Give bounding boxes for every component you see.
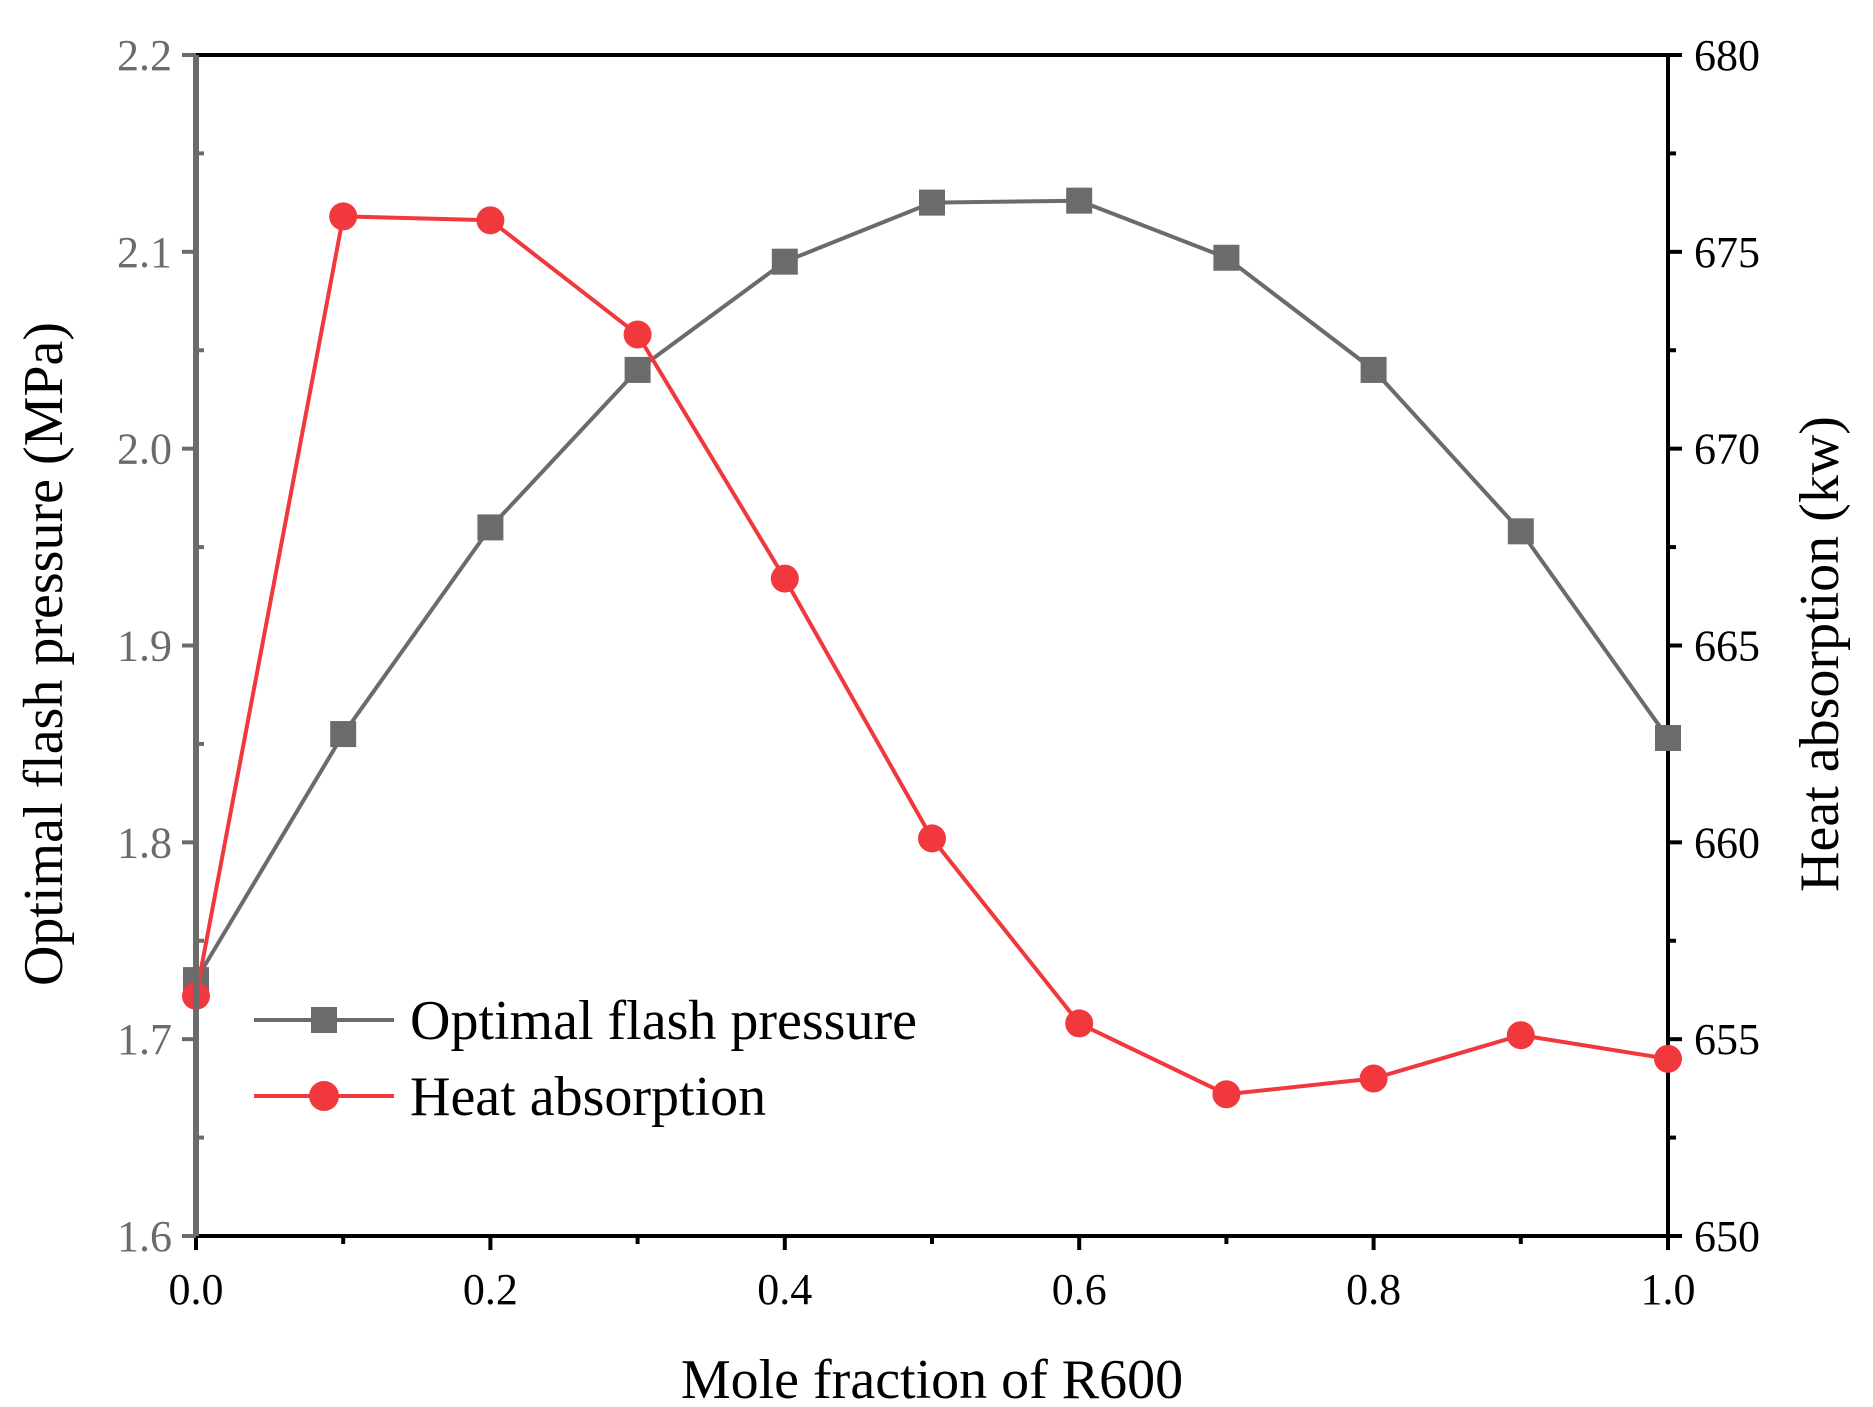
legend-square-icon — [311, 1007, 337, 1033]
heat-point — [1212, 1080, 1241, 1109]
y-axis-left-title: Optimal flash pressure (MPa) — [13, 322, 75, 986]
y-right-tick-label: 665 — [1694, 622, 1760, 671]
y-left-tick-label: 1.7 — [117, 1015, 172, 1064]
pressure-point — [1066, 187, 1093, 214]
pressure-point — [1655, 725, 1681, 752]
pressure-point — [330, 721, 357, 748]
heat-point — [770, 564, 799, 593]
y-left-tick-label: 1.9 — [117, 622, 172, 671]
y-axis-right-title: Heat absorption (kw) — [1789, 416, 1851, 892]
y-left-tick-label: 2.1 — [117, 228, 172, 277]
legend-label-heat: Heat absorption — [410, 1066, 766, 1128]
pressure-point — [1360, 356, 1387, 383]
x-tick-label: 0.0 — [169, 1265, 224, 1314]
heat-point — [1065, 1009, 1094, 1038]
pressure-point — [1213, 244, 1240, 271]
y-left-tick-label: 2.2 — [117, 31, 172, 80]
heat-point — [623, 320, 652, 349]
legend-circle-icon — [309, 1081, 339, 1111]
heat-point — [1359, 1064, 1388, 1093]
x-tick-label: 0.2 — [463, 1265, 518, 1314]
x-tick-label: 0.4 — [757, 1265, 812, 1314]
pressure-point — [771, 248, 798, 275]
x-axis-title: Mole fraction of R600 — [681, 1349, 1183, 1407]
pressure-point — [624, 356, 651, 383]
heat-point — [329, 202, 358, 231]
y-right-tick-label: 660 — [1694, 818, 1760, 867]
heat-point — [1506, 1021, 1535, 1050]
y-left-tick-label: 1.6 — [117, 1212, 172, 1261]
pressure-point — [477, 514, 504, 541]
legend: Optimal flash pressure Heat absorption — [254, 990, 917, 1128]
y-right-tick-label: 675 — [1694, 228, 1760, 277]
x-tick-label: 1.0 — [1641, 1265, 1696, 1314]
x-tick-label: 0.8 — [1346, 1265, 1401, 1314]
legend-label-pressure: Optimal flash pressure — [410, 990, 917, 1052]
pressure-point — [919, 189, 945, 216]
y-right-tick-label: 680 — [1694, 31, 1760, 80]
series-layer — [182, 187, 1682, 1109]
heat-point — [918, 824, 946, 853]
y-right-tick-label: 650 — [1694, 1212, 1760, 1261]
pressure-point — [1507, 518, 1534, 545]
y-left-tick-label: 2.0 — [117, 425, 172, 474]
y-right-tick-label: 655 — [1694, 1015, 1760, 1064]
y-right-tick-label: 670 — [1694, 425, 1760, 474]
heat-point — [1654, 1044, 1682, 1073]
left-axis-overlay: 1.6 1.7 1.8 1.9 2.0 2.1 2.2 — [117, 31, 204, 1261]
y-left-tick-label: 1.8 — [117, 818, 172, 867]
heat-point — [476, 206, 505, 235]
x-tick-label: 0.6 — [1052, 1265, 1107, 1314]
